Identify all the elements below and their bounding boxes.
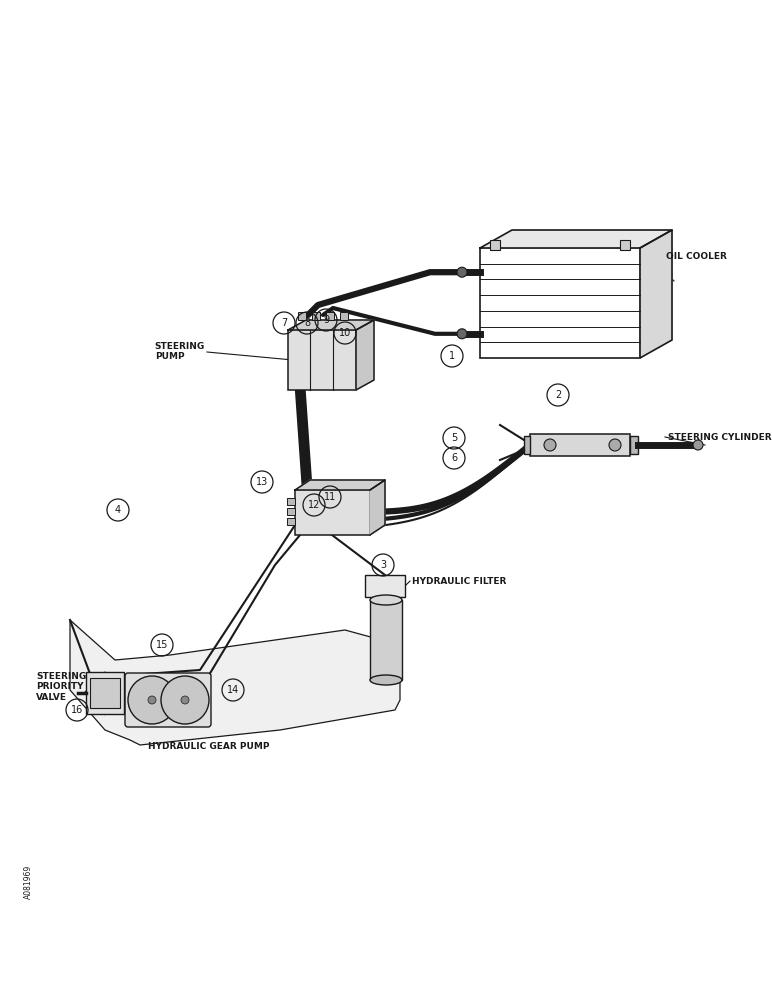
Polygon shape (480, 230, 672, 248)
Bar (370, 600, 402, 680)
Ellipse shape (370, 595, 402, 605)
Text: HYDRAULIC FILTER: HYDRAULIC FILTER (412, 576, 506, 585)
Text: STEERING
PUMP: STEERING PUMP (154, 342, 205, 361)
Ellipse shape (370, 675, 402, 685)
Text: HYDRAULIC GEAR PUMP: HYDRAULIC GEAR PUMP (148, 742, 269, 751)
Polygon shape (295, 480, 385, 490)
Polygon shape (70, 620, 400, 745)
Bar (620, 240, 630, 250)
Polygon shape (288, 320, 374, 330)
Text: A081969: A081969 (23, 865, 32, 899)
Bar (288, 330, 356, 390)
Circle shape (128, 676, 176, 724)
Polygon shape (370, 480, 385, 535)
Bar (298, 312, 306, 320)
Bar (312, 312, 320, 320)
Circle shape (457, 267, 467, 277)
Text: 10: 10 (339, 328, 351, 338)
Circle shape (609, 439, 621, 451)
Bar (90, 678, 120, 708)
Bar (287, 508, 295, 515)
Bar (490, 240, 500, 250)
Circle shape (161, 676, 209, 724)
Text: 15: 15 (156, 640, 168, 650)
Polygon shape (356, 320, 374, 390)
Bar (365, 575, 405, 597)
Bar (86, 672, 124, 714)
Bar (295, 490, 370, 535)
Circle shape (544, 439, 556, 451)
FancyBboxPatch shape (125, 673, 211, 727)
Text: STEERING CYLINDER: STEERING CYLINDER (668, 432, 772, 442)
Circle shape (148, 696, 156, 704)
Text: 16: 16 (71, 705, 83, 715)
Polygon shape (640, 230, 672, 358)
Bar (630, 436, 638, 454)
Text: 7: 7 (281, 318, 287, 328)
Circle shape (181, 696, 189, 704)
Bar (287, 518, 295, 525)
Text: 14: 14 (227, 685, 239, 695)
Text: 9: 9 (323, 315, 329, 325)
Text: 12: 12 (308, 500, 320, 510)
Text: 3: 3 (380, 560, 386, 570)
Text: 13: 13 (256, 477, 268, 487)
Text: 8: 8 (304, 318, 310, 328)
Text: 11: 11 (324, 492, 336, 502)
Text: 1: 1 (449, 351, 455, 361)
Text: 2: 2 (555, 390, 561, 400)
Circle shape (693, 440, 703, 450)
Text: 6: 6 (451, 453, 457, 463)
Text: STEERING
PRIORITY
VALVE: STEERING PRIORITY VALVE (36, 672, 86, 702)
Bar (326, 312, 334, 320)
Text: 4: 4 (115, 505, 121, 515)
Text: 5: 5 (451, 433, 457, 443)
Circle shape (457, 329, 467, 339)
Bar (340, 312, 348, 320)
Bar (287, 498, 295, 505)
Text: OIL COOLER: OIL COOLER (666, 252, 727, 261)
Bar (480, 248, 640, 358)
Bar (530, 434, 630, 456)
Bar (524, 436, 530, 454)
